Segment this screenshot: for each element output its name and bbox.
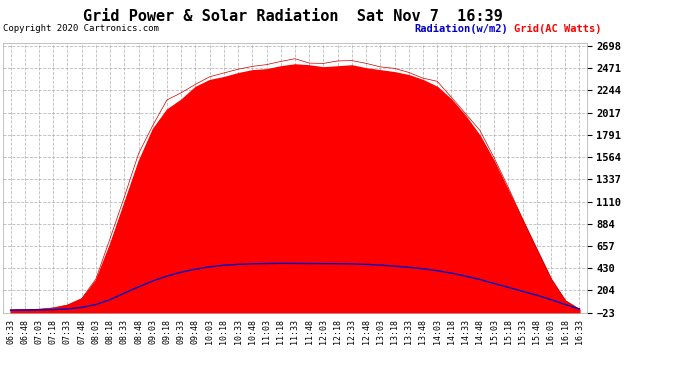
- Text: Radiation(w/m2): Radiation(w/m2): [414, 24, 508, 34]
- Text: Copyright 2020 Cartronics.com: Copyright 2020 Cartronics.com: [3, 24, 159, 33]
- Text: Grid(AC Watts): Grid(AC Watts): [514, 24, 602, 34]
- Text: Grid Power & Solar Radiation  Sat Nov 7  16:39: Grid Power & Solar Radiation Sat Nov 7 1…: [83, 9, 503, 24]
